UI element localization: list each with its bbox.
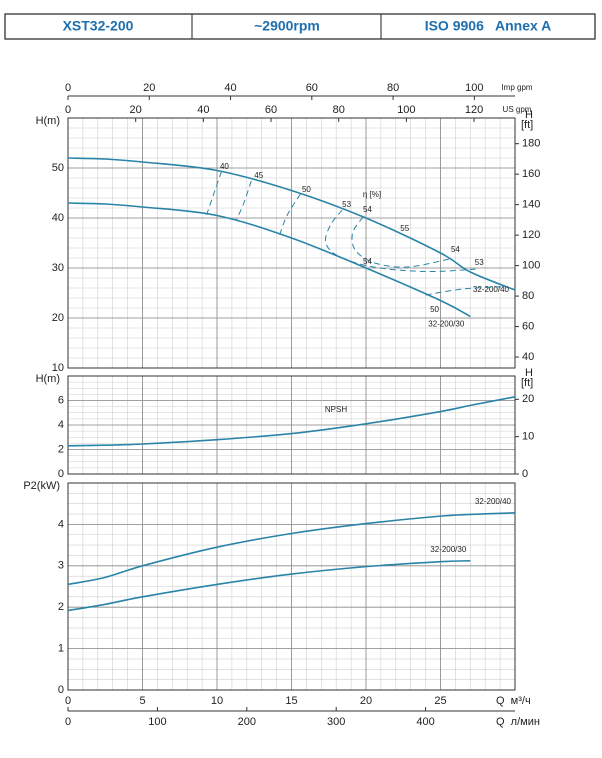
top-tick-label: 20 bbox=[130, 104, 142, 116]
efficiency-label: 50 bbox=[430, 305, 439, 314]
y-tick-label: 30 bbox=[52, 262, 64, 274]
y2-tick-label: 80 bbox=[522, 290, 534, 302]
top-tick-label: 60 bbox=[306, 82, 318, 94]
series-label: 32-200/40 bbox=[475, 497, 512, 506]
y2-axis-unit: [ft] bbox=[521, 119, 533, 131]
x-tick-label: 25 bbox=[434, 695, 446, 707]
bottom-tick-label: 400 bbox=[416, 716, 434, 728]
curve bbox=[67, 396, 516, 447]
y-tick-label: 50 bbox=[52, 162, 64, 174]
y-axis-label: H(m) bbox=[36, 115, 60, 127]
header-speed: ~2900rpm bbox=[254, 18, 320, 34]
top-tick-label: 80 bbox=[387, 82, 399, 94]
top-tick-label: 100 bbox=[465, 82, 483, 94]
top-axis-label: US gpm bbox=[503, 105, 532, 114]
efficiency-label: 54 bbox=[363, 257, 372, 266]
bottom-axis-label: Q л/мин bbox=[496, 716, 540, 728]
bottom-tick-label: 300 bbox=[327, 716, 345, 728]
efficiency-label: 54 bbox=[363, 205, 372, 214]
series-label: NPSH bbox=[325, 405, 347, 414]
x-tick-label: 0 bbox=[65, 695, 71, 707]
y-tick-label: 20 bbox=[52, 312, 64, 324]
efficiency-label: 53 bbox=[342, 200, 351, 209]
efficiency-label: 40 bbox=[220, 162, 229, 171]
y-tick-label: 40 bbox=[52, 212, 64, 224]
curve bbox=[67, 202, 471, 318]
top-tick-label: 40 bbox=[197, 104, 209, 116]
y2-tick-label: 10 bbox=[522, 431, 534, 443]
x-tick-label: 10 bbox=[211, 695, 223, 707]
efficiency-contour bbox=[206, 171, 222, 216]
bottom-tick-label: 0 bbox=[65, 716, 71, 728]
bottom-tick-label: 100 bbox=[148, 716, 166, 728]
efficiency-contour bbox=[235, 180, 252, 221]
y2-tick-label: 40 bbox=[522, 351, 534, 363]
curve bbox=[67, 157, 516, 291]
plot-frame bbox=[67, 482, 516, 691]
y-tick-label: 3 bbox=[58, 560, 64, 572]
y2-tick-label: 180 bbox=[522, 138, 540, 150]
y2-axis-label: H bbox=[525, 109, 533, 121]
bottom-tick-label: 200 bbox=[238, 716, 256, 728]
top-tick-label: 80 bbox=[333, 104, 345, 116]
header-model: XST32-200 bbox=[63, 18, 134, 34]
y-axis-label: P2(kW) bbox=[23, 480, 60, 492]
efficiency-contour bbox=[279, 193, 301, 236]
y-tick-label: 2 bbox=[58, 443, 64, 455]
y-tick-label: 0 bbox=[58, 684, 64, 696]
efficiency-title: η [%] bbox=[363, 190, 381, 199]
y-axis-label: H(m) bbox=[36, 373, 60, 385]
y-tick-label: 4 bbox=[58, 419, 64, 431]
y2-tick-label: 140 bbox=[522, 199, 540, 211]
top-tick-label: 40 bbox=[224, 82, 236, 94]
y2-axis-label: H bbox=[525, 367, 533, 379]
y2-tick-label: 120 bbox=[522, 229, 540, 241]
top-tick-label: 100 bbox=[397, 104, 415, 116]
y-tick-label: 10 bbox=[52, 362, 64, 374]
y-tick-label: 0 bbox=[58, 468, 64, 480]
top-axis-label: Imp gpm bbox=[501, 83, 532, 92]
y2-tick-label: 20 bbox=[522, 393, 534, 405]
efficiency-contour bbox=[425, 286, 508, 296]
top-tick-label: 0 bbox=[65, 104, 71, 116]
y2-tick-label: 160 bbox=[522, 168, 540, 180]
top-tick-label: 60 bbox=[265, 104, 277, 116]
top-tick-label: 0 bbox=[65, 82, 71, 94]
header-standard: ISO 9906 Annex A bbox=[425, 18, 552, 34]
plot-frame bbox=[67, 375, 516, 475]
x-tick-label: 20 bbox=[360, 695, 372, 707]
y2-tick-label: 60 bbox=[522, 320, 534, 332]
series-label: 32-200/30 bbox=[428, 320, 465, 329]
plot-frame bbox=[67, 117, 516, 369]
efficiency-label: 50 bbox=[302, 185, 311, 194]
efficiency-label: 55 bbox=[400, 224, 409, 233]
series-label: 32-200/40 bbox=[473, 285, 510, 294]
top-tick-label: 120 bbox=[465, 104, 483, 116]
efficiency-label: 45 bbox=[254, 171, 263, 180]
header-frame bbox=[4, 13, 596, 40]
series-label: 32-200/30 bbox=[430, 545, 467, 554]
efficiency-label: 53 bbox=[475, 258, 484, 267]
x-axis-label: Q м³/ч bbox=[496, 695, 531, 707]
curve bbox=[67, 560, 471, 612]
curve bbox=[67, 512, 516, 586]
x-tick-label: 5 bbox=[139, 695, 145, 707]
y-tick-label: 4 bbox=[58, 518, 64, 530]
y-tick-label: 6 bbox=[58, 394, 64, 406]
efficiency-label: 54 bbox=[451, 245, 460, 254]
x-tick-label: 15 bbox=[285, 695, 297, 707]
efficiency-contour bbox=[324, 209, 478, 273]
y-tick-label: 2 bbox=[58, 601, 64, 613]
y2-axis-unit: [ft] bbox=[521, 377, 533, 389]
y-tick-label: 1 bbox=[58, 643, 64, 655]
top-tick-label: 20 bbox=[143, 82, 155, 94]
y2-tick-label: 0 bbox=[522, 468, 528, 480]
y2-tick-label: 100 bbox=[522, 260, 540, 272]
